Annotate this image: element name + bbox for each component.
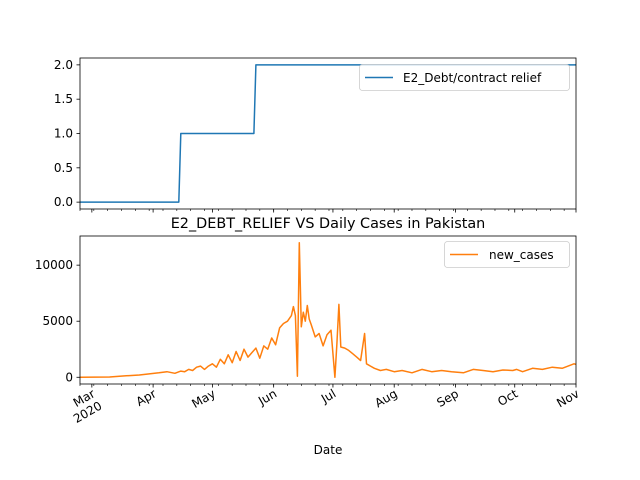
bottom-axes-frame [79, 235, 577, 385]
top-legend-box [359, 64, 570, 91]
x-tick-label: Jul [318, 386, 338, 406]
y-tick-label: 10000 [35, 258, 73, 272]
y-tick-label: 1.0 [54, 127, 73, 141]
y-tick-label: 5000 [42, 314, 73, 328]
top-legend: E2_Debt/contract relief [359, 64, 570, 91]
y-tick-label: 0.5 [54, 161, 73, 175]
top-y-ticks: 0.0 0.5 1.0 1.5 2.0 [54, 58, 80, 209]
bottom-legend-box [444, 241, 570, 268]
top-subplot: 0.0 0.5 1.0 1.5 2.0 E2_Debt/contract relief [54, 57, 577, 213]
y-tick-label: 1.5 [54, 92, 73, 106]
y-tick-label: 0 [65, 370, 73, 384]
series-line-debt-relief [80, 64, 576, 203]
series-line-new-cases [79, 241, 577, 379]
x-axis-label: Date [314, 443, 343, 457]
y-tick-label: 2.0 [54, 58, 73, 72]
top-axes-frame [79, 57, 577, 210]
bottom-plot-lines [79, 241, 577, 379]
top-plot-lines [80, 64, 576, 203]
top-legend-label: E2_Debt/contract relief [403, 71, 542, 85]
bottom-legend-label: new_cases [489, 248, 554, 262]
bottom-legend: new_cases [444, 241, 570, 268]
y-tick-label: 0.0 [54, 195, 73, 209]
bottom-chart-title: E2_DEBT_RELIEF VS Daily Cases in Pakista… [171, 216, 486, 232]
bottom-y-ticks: 0 5000 10000 [35, 258, 80, 384]
